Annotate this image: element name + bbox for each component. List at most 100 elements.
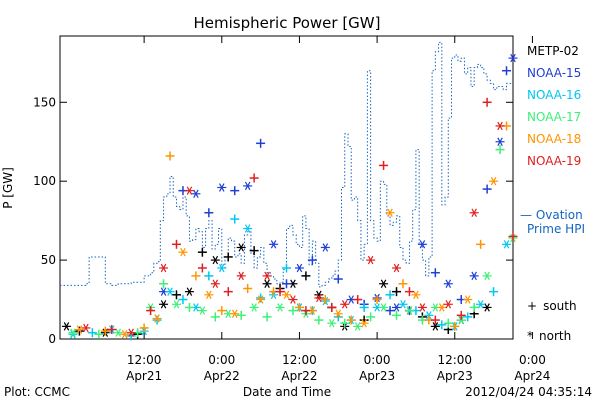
x-tick-date: Apr22 <box>281 369 317 383</box>
data-point-noaa-16 <box>476 300 486 309</box>
data-point-metp-02 <box>74 326 84 336</box>
x-axis-label: Date and Time <box>243 385 331 399</box>
data-point-noaa-19 <box>262 271 272 281</box>
data-point-noaa-19 <box>379 160 389 170</box>
data-point-noaa-15 <box>282 279 291 289</box>
data-point-noaa-18 <box>294 302 304 312</box>
data-point-noaa-19 <box>404 287 414 297</box>
marker-stroke <box>464 295 471 304</box>
data-point-noaa-15 <box>482 184 492 194</box>
data-point-noaa-18 <box>437 303 447 312</box>
data-point-noaa-17 <box>456 315 466 325</box>
data-point-noaa-15 <box>269 240 279 249</box>
marker-stroke <box>393 303 400 312</box>
x-tick-date: Apr23 <box>359 369 395 383</box>
marker-stroke <box>354 322 361 331</box>
data-point-noaa-19 <box>107 325 117 335</box>
data-point-noaa-19 <box>126 328 136 337</box>
marker-stroke <box>426 311 432 320</box>
marker-stroke <box>380 303 387 312</box>
data-point-noaa-17 <box>495 145 505 155</box>
data-point-noaa-19 <box>456 310 466 320</box>
data-point-noaa-15 <box>217 183 227 192</box>
marker-stroke <box>497 137 503 146</box>
marker-stroke <box>270 240 277 249</box>
x-tick-date: Apr23 <box>437 369 473 383</box>
marker-stroke <box>393 263 400 273</box>
marker-stroke <box>186 287 193 296</box>
data-point-noaa-17 <box>379 303 389 312</box>
chart-title: Hemispheric Power [GW] <box>194 14 381 32</box>
data-point-noaa-16 <box>256 293 266 303</box>
data-point-noaa-15 <box>320 243 330 252</box>
data-point-noaa-17 <box>340 318 350 328</box>
data-point-noaa-17 <box>184 302 194 312</box>
data-point-noaa-16 <box>437 320 447 330</box>
legend-ovation-line: Prime HPI <box>527 222 585 236</box>
data-point-noaa-15 <box>469 271 479 281</box>
data-point-noaa-19 <box>353 295 363 305</box>
series-markers <box>61 53 518 341</box>
data-point-noaa-16 <box>204 271 214 281</box>
legend-noaa-15: NOAA-15 <box>527 66 581 80</box>
marker-stroke <box>290 295 296 304</box>
data-point-noaa-17 <box>482 271 492 281</box>
data-point-noaa-19 <box>340 300 350 309</box>
data-point-noaa-19 <box>275 287 285 297</box>
data-point-noaa-15 <box>495 137 505 146</box>
data-point-noaa-16 <box>502 240 512 249</box>
marker-stroke <box>432 303 439 312</box>
legend-noaa-17: NOAA-17 <box>527 110 581 124</box>
data-point-noaa-15 <box>307 255 317 265</box>
plot-frame <box>59 35 514 340</box>
data-point-noaa-16 <box>463 312 473 322</box>
marker-stroke <box>76 325 83 334</box>
data-point-noaa-15 <box>385 306 395 316</box>
marker-stroke <box>329 319 335 328</box>
marker-stroke <box>193 189 199 199</box>
legend-metp-02: METP-02 <box>527 44 579 58</box>
data-point-noaa-17 <box>404 306 414 315</box>
data-point-noaa-18 <box>120 330 130 339</box>
data-point-noaa-15 <box>230 186 240 196</box>
data-point-noaa-19 <box>171 239 181 249</box>
data-point-noaa-17 <box>366 312 376 322</box>
marker-stroke <box>121 330 128 339</box>
marker-stroke <box>186 186 193 195</box>
data-point-noaa-17 <box>314 315 324 325</box>
marker-stroke <box>387 208 393 217</box>
data-point-noaa-18 <box>372 295 382 305</box>
marker-stroke <box>406 306 413 315</box>
marker-stroke <box>471 271 477 281</box>
data-point-noaa-19 <box>314 293 324 303</box>
marker-stroke <box>212 279 219 288</box>
marker-stroke <box>160 263 167 273</box>
data-point-noaa-16 <box>243 224 253 233</box>
marker-stroke <box>445 300 452 309</box>
y-axis-label: P [GW] <box>1 167 15 209</box>
data-point-noaa-18 <box>178 247 188 257</box>
data-point-metp-02 <box>301 271 311 281</box>
marker-stroke <box>70 330 76 339</box>
marker-stroke <box>367 255 374 265</box>
marker-stroke <box>361 319 367 328</box>
data-point-noaa-17 <box>288 306 298 316</box>
data-point-noaa-17 <box>197 306 207 315</box>
data-point-metp-02 <box>236 243 246 252</box>
legend-marker-north: * north <box>527 329 571 343</box>
marker-stroke <box>445 279 452 288</box>
data-point-noaa-17 <box>275 303 285 312</box>
y-tick-label: 0 <box>48 332 56 346</box>
plot-credit: Plot: CCMC <box>4 385 70 399</box>
data-point-noaa-16 <box>68 330 78 339</box>
marker-stroke <box>316 293 322 303</box>
x-tick-time: 0:00 <box>519 353 546 367</box>
data-point-noaa-18 <box>100 326 110 336</box>
data-point-metp-02 <box>482 303 492 312</box>
marker-stroke <box>335 309 342 318</box>
marker-label: south <box>543 299 577 313</box>
data-point-noaa-19 <box>508 231 518 241</box>
data-point-noaa-15 <box>417 240 427 249</box>
data-point-noaa-15 <box>256 138 266 148</box>
marker-stroke <box>154 314 160 323</box>
